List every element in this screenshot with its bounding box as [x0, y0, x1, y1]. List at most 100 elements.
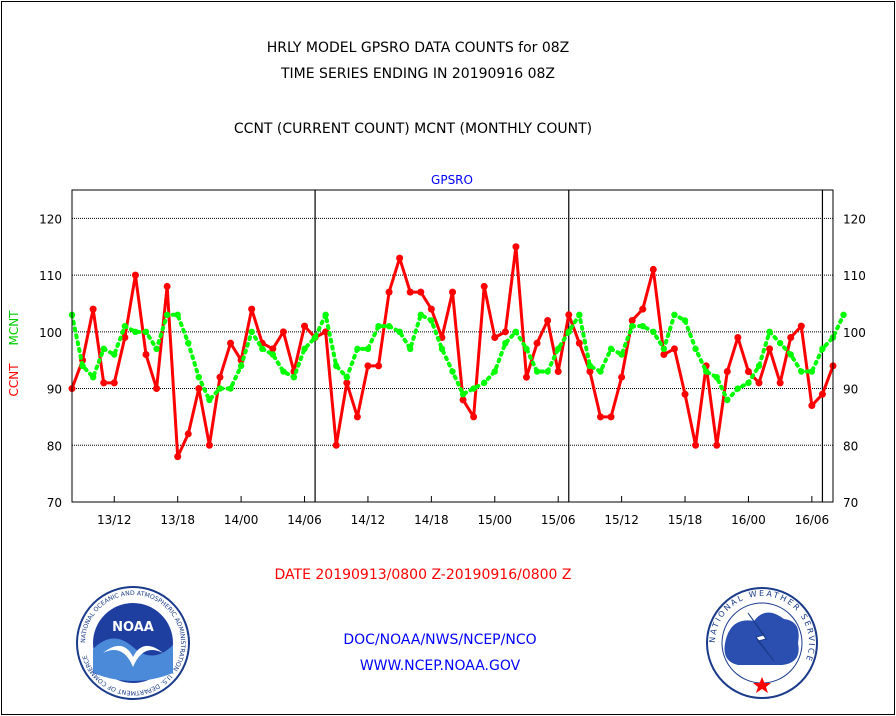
ccnt-data-point — [692, 441, 700, 449]
mcnt-data-point — [491, 368, 498, 375]
mcnt-data-point — [248, 328, 255, 336]
ccnt-data-point — [491, 333, 499, 341]
mcnt-data-point — [428, 317, 435, 324]
ccnt-data-point — [131, 271, 139, 279]
y-tick-label-left: 100 — [39, 326, 62, 340]
mcnt-data-point — [343, 374, 351, 381]
y-tick-label-left: 80 — [47, 439, 62, 453]
ccnt-data-point — [153, 385, 161, 393]
mcnt-data-point — [185, 339, 192, 347]
ccnt-data-point — [533, 339, 541, 347]
agency-label: DOC/NOAA/NWS/NCEP/NCO — [343, 632, 536, 648]
x-tick-label: 16/06 — [795, 513, 830, 527]
mcnt-data-point — [734, 385, 742, 392]
ncep-url-link[interactable]: WWW.NCEP.NOAA.GOV — [360, 658, 521, 674]
ccnt-data-point — [649, 265, 657, 273]
mcnt-data-point — [333, 362, 340, 370]
title-line-2: TIME SERIES ENDING IN 20190916 08Z — [280, 66, 555, 82]
ccnt-data-point — [522, 373, 530, 381]
y-axis-label-group: CCNT MCNT — [7, 310, 21, 397]
x-tick-label: 15/00 — [477, 513, 512, 527]
mcnt-data-point — [618, 351, 625, 358]
x-tick-label: 14/00 — [224, 513, 259, 527]
ccnt-data-point — [163, 282, 171, 290]
ccnt-data-point — [713, 441, 721, 449]
mcnt-data-point — [385, 322, 393, 330]
chart-title: GPSRO — [431, 173, 473, 187]
ccnt-data-point — [734, 333, 742, 341]
y-tick-label-left: 90 — [47, 383, 62, 397]
noaa-logo: NOAA NATIONAL OCEANIC AND ATMOSPHERIC AD… — [76, 586, 190, 700]
mcnt-data-point — [481, 379, 488, 387]
ccnt-data-point — [755, 379, 763, 387]
ccnt-data-point — [607, 413, 615, 421]
mcnt-data-point — [269, 351, 277, 358]
ccnt-data-point — [744, 368, 752, 376]
mcnt-data-point — [607, 345, 615, 353]
ccnt-data-point — [89, 305, 97, 313]
ccnt-data-point — [681, 390, 689, 398]
mcnt-data-point — [650, 328, 657, 336]
x-tick-label: 13/12 — [97, 513, 132, 527]
mcnt-data-point — [354, 345, 361, 353]
y-tick-label-right: 100 — [843, 326, 866, 340]
title-line-1: HRLY MODEL GPSRO DATA COUNTS for 08Z — [267, 40, 570, 56]
ccnt-data-point — [501, 328, 509, 336]
mcnt-data-point — [628, 322, 636, 330]
ccnt-data-point — [174, 453, 182, 461]
mcnt-data-point — [237, 362, 245, 370]
mcnt-data-point — [576, 311, 583, 318]
ccnt-data-point — [269, 345, 277, 353]
y-tick-label-left: 70 — [47, 496, 62, 510]
ccnt-data-point — [142, 351, 150, 359]
mcnt-data-point — [79, 362, 86, 370]
nws-logo: NATIONAL WEATHER SERVICE — [706, 587, 818, 699]
mcnt-data-point — [702, 368, 710, 375]
mcnt-data-point — [438, 345, 446, 353]
ccnt-data-point — [121, 333, 129, 341]
ccnt-data-point — [639, 305, 647, 313]
mcnt-data-point — [375, 322, 382, 330]
mcnt-data-point — [533, 368, 541, 375]
ccnt-data-point — [322, 328, 330, 336]
mcnt-data-point — [174, 311, 181, 318]
mcnt-data-point — [798, 368, 805, 375]
mcnt-data-point — [322, 311, 329, 318]
ccnt-data-point — [554, 368, 562, 376]
ccnt-data-point — [406, 288, 414, 296]
mcnt-data-point — [713, 374, 720, 381]
mcnt-data-point — [100, 345, 107, 353]
ccnt-data-point — [332, 441, 340, 449]
mcnt-data-point — [396, 328, 403, 336]
mcnt-data-point — [449, 368, 456, 375]
x-tick-label: 15/12 — [604, 513, 639, 527]
mcnt-data-point — [290, 374, 298, 381]
ccnt-data-point — [797, 322, 805, 330]
mcnt-data-point — [311, 334, 319, 341]
ccnt-data-point — [110, 379, 118, 387]
ccnt-data-point — [565, 311, 573, 319]
ccnt-data-point — [618, 373, 626, 381]
mcnt-data-point — [259, 345, 266, 353]
mcnt-data-point — [470, 385, 477, 392]
ccnt-data-point — [575, 339, 583, 347]
date-range-label: DATE 20190913/0800 Z-20190916/0800 Z — [275, 567, 572, 583]
x-tick-label: 15/06 — [541, 513, 576, 527]
mcnt-data-point — [724, 396, 731, 404]
x-tick-label: 14/12 — [351, 513, 386, 527]
series-layer — [68, 243, 847, 461]
mcnt-data-point — [586, 362, 594, 370]
mcnt-data-point — [89, 374, 97, 381]
ccnt-data-point — [449, 288, 456, 296]
ccnt-data-point — [586, 368, 594, 376]
mcnt-data-point — [639, 322, 646, 330]
mcnt-data-point — [502, 339, 509, 347]
x-tick-label: 15/18 — [668, 513, 703, 527]
ccnt-data-point — [427, 305, 435, 313]
ccnt-data-point — [364, 362, 372, 370]
y-axis-label-ccnt: CCNT — [7, 363, 21, 397]
ccnt-data-point — [776, 379, 784, 387]
ccnt-data-point — [512, 243, 520, 251]
ccnt-data-point — [375, 362, 383, 370]
mcnt-data-point — [840, 311, 847, 318]
